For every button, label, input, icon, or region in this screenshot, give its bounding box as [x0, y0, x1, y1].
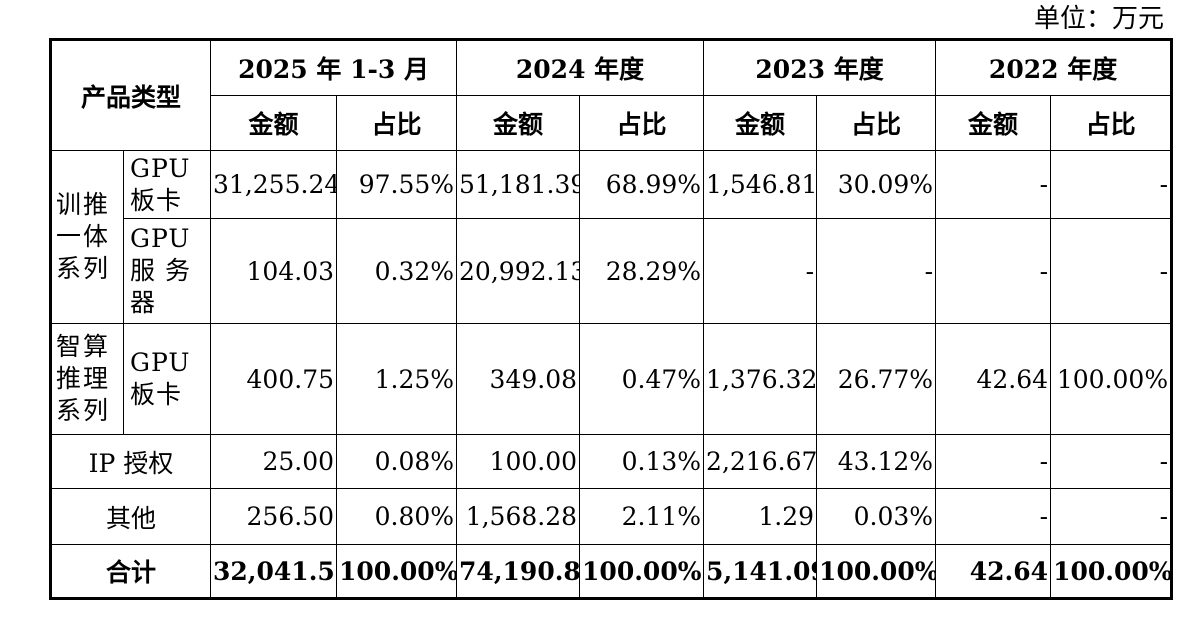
- cell-value: -: [1050, 434, 1173, 489]
- cell-value: -: [1050, 488, 1173, 545]
- header-amount: 金额: [210, 95, 338, 151]
- row-label-ip-license: IP 授权: [49, 434, 212, 489]
- table-row: GPU 服 务器 104.03 0.32% 20,992.13 28.29% -…: [51, 218, 1173, 324]
- table-row: 其他 256.50 0.80% 1,568.28 2.11% 1.29 0.03…: [49, 488, 1173, 545]
- cell-value: -: [1050, 218, 1173, 324]
- cell-value: -: [935, 218, 1052, 324]
- header-amount: 金额: [703, 95, 818, 151]
- table-row: 训推一体系列 GPU 板卡 31,255.24 97.55% 51,181.39…: [50, 150, 1173, 324]
- cell-value: 51,181.39: [456, 150, 581, 219]
- cell-value: 1,546.81: [703, 150, 818, 219]
- cell-value: 1,568.28: [456, 488, 581, 545]
- cell-value: 42.64: [935, 323, 1052, 435]
- cell-value: -: [816, 218, 937, 324]
- group-label-inference: 智算推理系列: [50, 323, 124, 435]
- header-product-type: 产品类型: [49, 39, 212, 151]
- cell-value: 100.00: [456, 434, 581, 489]
- header-ratio: 占比: [336, 95, 458, 151]
- cell-value: 256.50: [210, 488, 338, 545]
- header-ratio: 占比: [579, 95, 705, 151]
- cell-value: 100.00%: [816, 544, 937, 599]
- header-row-measures: 金额 占比 金额 占比 金额 占比 金额 占比: [51, 95, 1173, 151]
- cell-value: 1.25%: [336, 323, 458, 435]
- cell-value: -: [935, 488, 1052, 545]
- cell-value: 104.03: [210, 218, 338, 324]
- cell-value: -: [703, 218, 818, 324]
- cell-value: 0.32%: [336, 218, 458, 324]
- cell-value: 74,190.87: [456, 544, 581, 599]
- cell-value: 0.47%: [579, 323, 705, 435]
- cell-value: 0.03%: [816, 488, 937, 545]
- header-amount: 金额: [456, 95, 581, 151]
- header-row-periods: 产品类型 2025 年 1-3 月 2024 年度 2023 年度 2022 年…: [49, 39, 1173, 151]
- sub-label: GPU 服 务器: [122, 218, 212, 324]
- cell-value: 100.00%: [579, 544, 705, 599]
- cell-value: -: [935, 434, 1052, 489]
- header-ratio: 占比: [1050, 95, 1173, 151]
- cell-value: 25.00: [210, 434, 338, 489]
- cell-value: 68.99%: [579, 150, 705, 219]
- cell-value: 0.13%: [579, 434, 705, 489]
- cell-value: -: [1050, 150, 1173, 219]
- unit-label: 单位：万元: [1033, 4, 1164, 34]
- revenue-by-product-table: 产品类型 2025 年 1-3 月 2024 年度 2023 年度 2022 年…: [49, 38, 1174, 600]
- cell-value: 30.09%: [816, 150, 937, 219]
- cell-value: 28.29%: [579, 218, 705, 324]
- cell-value: 1,376.32: [703, 323, 818, 435]
- table-row: 智算推理系列 GPU 板卡 400.75 1.25% 349.08 0.47% …: [50, 323, 1173, 435]
- header-ratio: 占比: [816, 95, 937, 151]
- cell-value: 26.77%: [816, 323, 937, 435]
- cell-value: 400.75: [210, 323, 338, 435]
- cell-value: 5,141.09: [703, 544, 818, 599]
- cell-value: 97.55%: [336, 150, 458, 219]
- cell-value: 2.11%: [579, 488, 705, 545]
- cell-value: 349.08: [456, 323, 581, 435]
- cell-value: 32,041.53: [210, 544, 338, 599]
- header-period-2023: 2023 年度: [703, 39, 937, 96]
- cell-value: 100.00%: [336, 544, 458, 599]
- header-period-2024: 2024 年度: [456, 39, 705, 96]
- cell-value: 2,216.67: [703, 434, 818, 489]
- cell-value: 43.12%: [816, 434, 937, 489]
- sub-label: GPU 板卡: [122, 323, 212, 435]
- total-row: 合计 32,041.53 100.00% 74,190.87 100.00% 5…: [49, 544, 1173, 599]
- cell-value: 0.80%: [336, 488, 458, 545]
- table-row: IP 授权 25.00 0.08% 100.00 0.13% 2,216.67 …: [49, 434, 1173, 489]
- cell-value: 31,255.24: [210, 150, 338, 219]
- cell-value: 0.08%: [336, 434, 458, 489]
- group-label-training-inference: 训推一体系列: [50, 150, 124, 324]
- cell-value: 42.64: [935, 544, 1052, 599]
- header-amount: 金额: [935, 95, 1052, 151]
- row-label-other: 其他: [49, 488, 212, 545]
- row-label-total: 合计: [49, 544, 212, 599]
- cell-value: 20,992.13: [456, 218, 581, 324]
- cell-value: 100.00%: [1050, 323, 1173, 435]
- cell-value: -: [935, 150, 1052, 219]
- header-period-2025q1: 2025 年 1-3 月: [210, 39, 458, 96]
- sub-label: GPU 板卡: [122, 150, 212, 219]
- cell-value: 100.00%: [1050, 544, 1173, 599]
- cell-value: 1.29: [703, 488, 818, 545]
- header-period-2022: 2022 年度: [935, 39, 1173, 96]
